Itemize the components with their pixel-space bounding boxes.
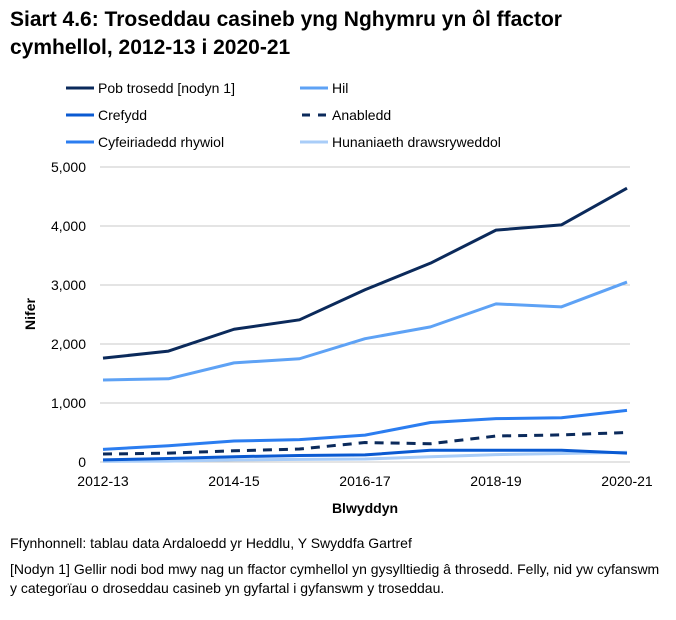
legend-item: Anabledd [300, 107, 391, 123]
y-axis-title: Nifer [22, 298, 38, 330]
legend-swatch [300, 140, 328, 144]
y-tick-label: 0 [78, 454, 86, 470]
legend-label: Hil [332, 80, 349, 96]
legend-label: Pob trosedd [nodyn 1] [98, 80, 235, 96]
chart-title: Siart 4.6: Troseddau casineb yng Nghymru… [10, 8, 562, 59]
series-line-3 [102, 431, 628, 456]
x-tick-label: 2018-19 [470, 473, 522, 489]
legend-label: Cyfeiriadedd rhywiol [98, 134, 225, 150]
source-note: Ffynhonnell: tablau data Ardaloedd yr He… [10, 535, 412, 551]
x-tick-label: 2020-21 [601, 473, 653, 489]
legend-swatch [66, 86, 94, 90]
legend-swatch [300, 113, 328, 117]
x-axis-title: Blwyddyn [332, 500, 398, 516]
y-tick-label: 3,000 [51, 277, 86, 293]
series-line-4 [102, 408, 628, 451]
legend-swatch [66, 113, 94, 117]
series-line-5 [102, 450, 628, 463]
x-tick-label: 2014-15 [208, 473, 260, 489]
legend-label: Anabledd [332, 107, 392, 123]
footnote: [Nodyn 1] Gellir nodi bod mwy nag un ffa… [10, 561, 660, 596]
plot-area: 0 1,000 2,000 3,000 4,000 5,000 2012-13 2014-15… [22, 159, 653, 516]
legend-swatch [300, 86, 328, 90]
series-line-0 [102, 186, 628, 360]
legend-item: Cyfeiriadedd rhywiol [66, 134, 224, 150]
legend-item: Hunaniaeth drawsryweddol [300, 134, 501, 150]
x-tick-label: 2012-13 [77, 473, 129, 489]
series-line-2 [102, 448, 628, 462]
legend-item: Hil [300, 80, 348, 96]
series-line-1 [102, 280, 628, 382]
y-tick-label: 1,000 [51, 395, 86, 411]
y-tick-label: 2,000 [51, 336, 86, 352]
y-tick-label: 4,000 [51, 218, 86, 234]
legend-item: Pob trosedd [nodyn 1] [66, 80, 235, 96]
legend-label: Hunaniaeth drawsryweddol [332, 134, 501, 150]
legend-label: Crefydd [98, 107, 148, 123]
legend-item: Crefydd [66, 107, 147, 123]
y-tick-label: 5,000 [51, 159, 86, 175]
legend-swatch [66, 140, 94, 144]
x-tick-label: 2016-17 [339, 473, 391, 489]
